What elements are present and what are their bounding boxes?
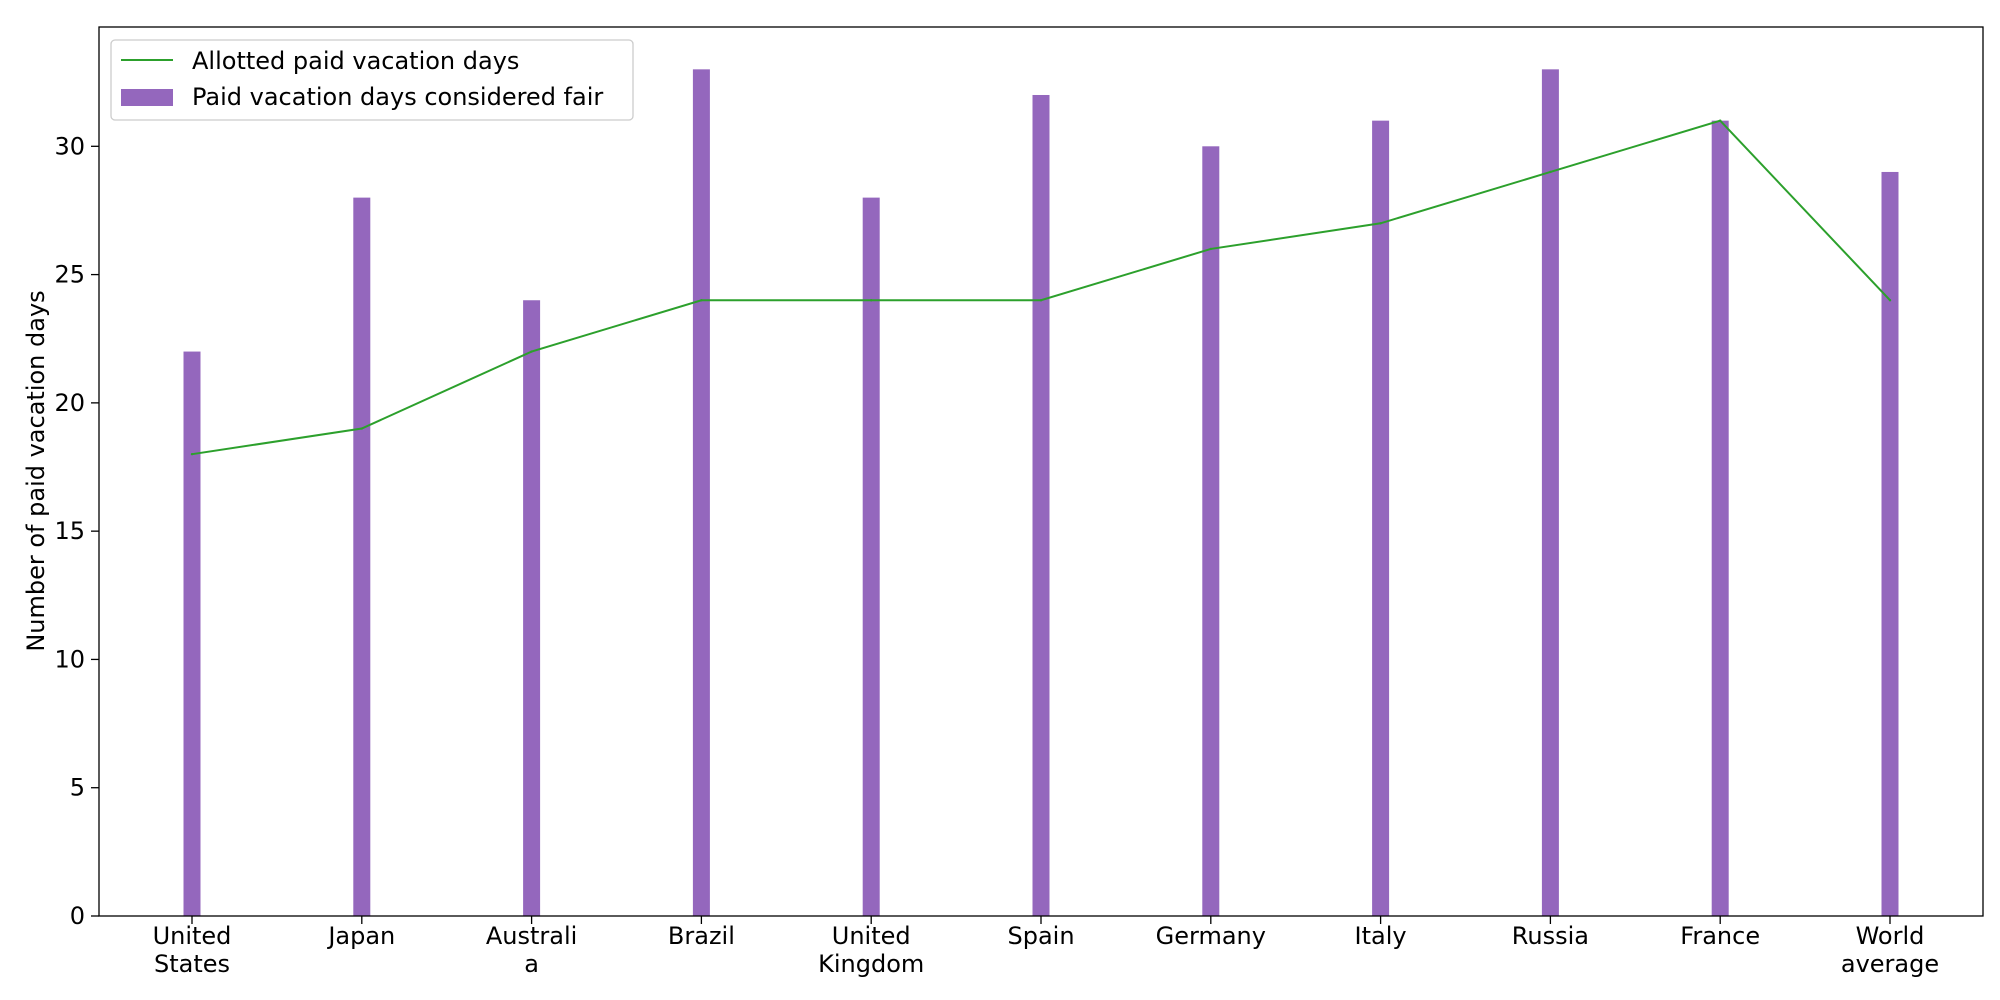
line-point xyxy=(190,452,194,456)
x-tick-label: Brazil xyxy=(668,922,735,950)
legend: Allotted paid vacation days Paid vacatio… xyxy=(110,39,634,121)
y-axis: 0 5 10 15 20 25 30 xyxy=(54,132,99,930)
y-axis-label: Number of paid vacation days xyxy=(22,290,50,651)
y-tick-label: 15 xyxy=(54,517,85,545)
bar-group xyxy=(183,69,1899,917)
x-tick-label: France xyxy=(1680,922,1760,950)
x-tick-label: Kingdom xyxy=(818,950,924,978)
x-tick-label: United xyxy=(153,922,232,950)
y-tick-label: 10 xyxy=(54,645,85,673)
bar xyxy=(1202,146,1220,916)
bar xyxy=(1032,94,1050,917)
x-tick-label: United xyxy=(832,922,911,950)
line-point xyxy=(870,299,873,302)
line-series-group xyxy=(190,119,1892,456)
bar xyxy=(1881,171,1899,916)
legend-label-allotted: Allotted paid vacation days xyxy=(192,47,519,75)
y-tick-label: 20 xyxy=(54,389,85,417)
x-tick-label: Australi xyxy=(486,922,577,950)
bar xyxy=(523,300,541,916)
line-point xyxy=(530,350,533,353)
bar xyxy=(353,197,371,917)
x-tick-label: Russia xyxy=(1512,922,1589,950)
legend-bar-swatch xyxy=(121,89,173,106)
bar xyxy=(692,69,710,917)
line-point xyxy=(1719,119,1722,122)
line-point xyxy=(1549,170,1552,174)
line-point xyxy=(1209,247,1213,251)
bar xyxy=(1372,120,1390,916)
line-point xyxy=(360,427,363,430)
legend-frame xyxy=(110,39,634,121)
line-point xyxy=(1379,222,1382,225)
line-point xyxy=(700,299,703,302)
bar xyxy=(862,197,880,917)
x-tick-label: States xyxy=(154,950,230,978)
line-point xyxy=(1888,299,1892,302)
legend-label-considered-fair: Paid vacation days considered fair xyxy=(192,83,603,111)
bar xyxy=(1541,69,1559,917)
x-tick-label: Germany xyxy=(1156,922,1266,950)
x-tick-label: a xyxy=(524,950,539,978)
x-tick-label: Japan xyxy=(326,922,395,950)
x-tick-label: World xyxy=(1856,922,1925,950)
y-tick-label: 30 xyxy=(54,132,85,160)
y-tick-label: 0 xyxy=(70,902,85,930)
bar xyxy=(183,351,201,916)
x-tick-label: Spain xyxy=(1007,922,1074,950)
x-tick-label: average xyxy=(1841,950,1939,978)
x-tick-label: Italy xyxy=(1355,922,1407,950)
line-point xyxy=(1039,299,1043,302)
y-tick-label: 25 xyxy=(54,261,85,289)
y-tick-label: 5 xyxy=(70,774,85,802)
bar xyxy=(1711,120,1729,916)
